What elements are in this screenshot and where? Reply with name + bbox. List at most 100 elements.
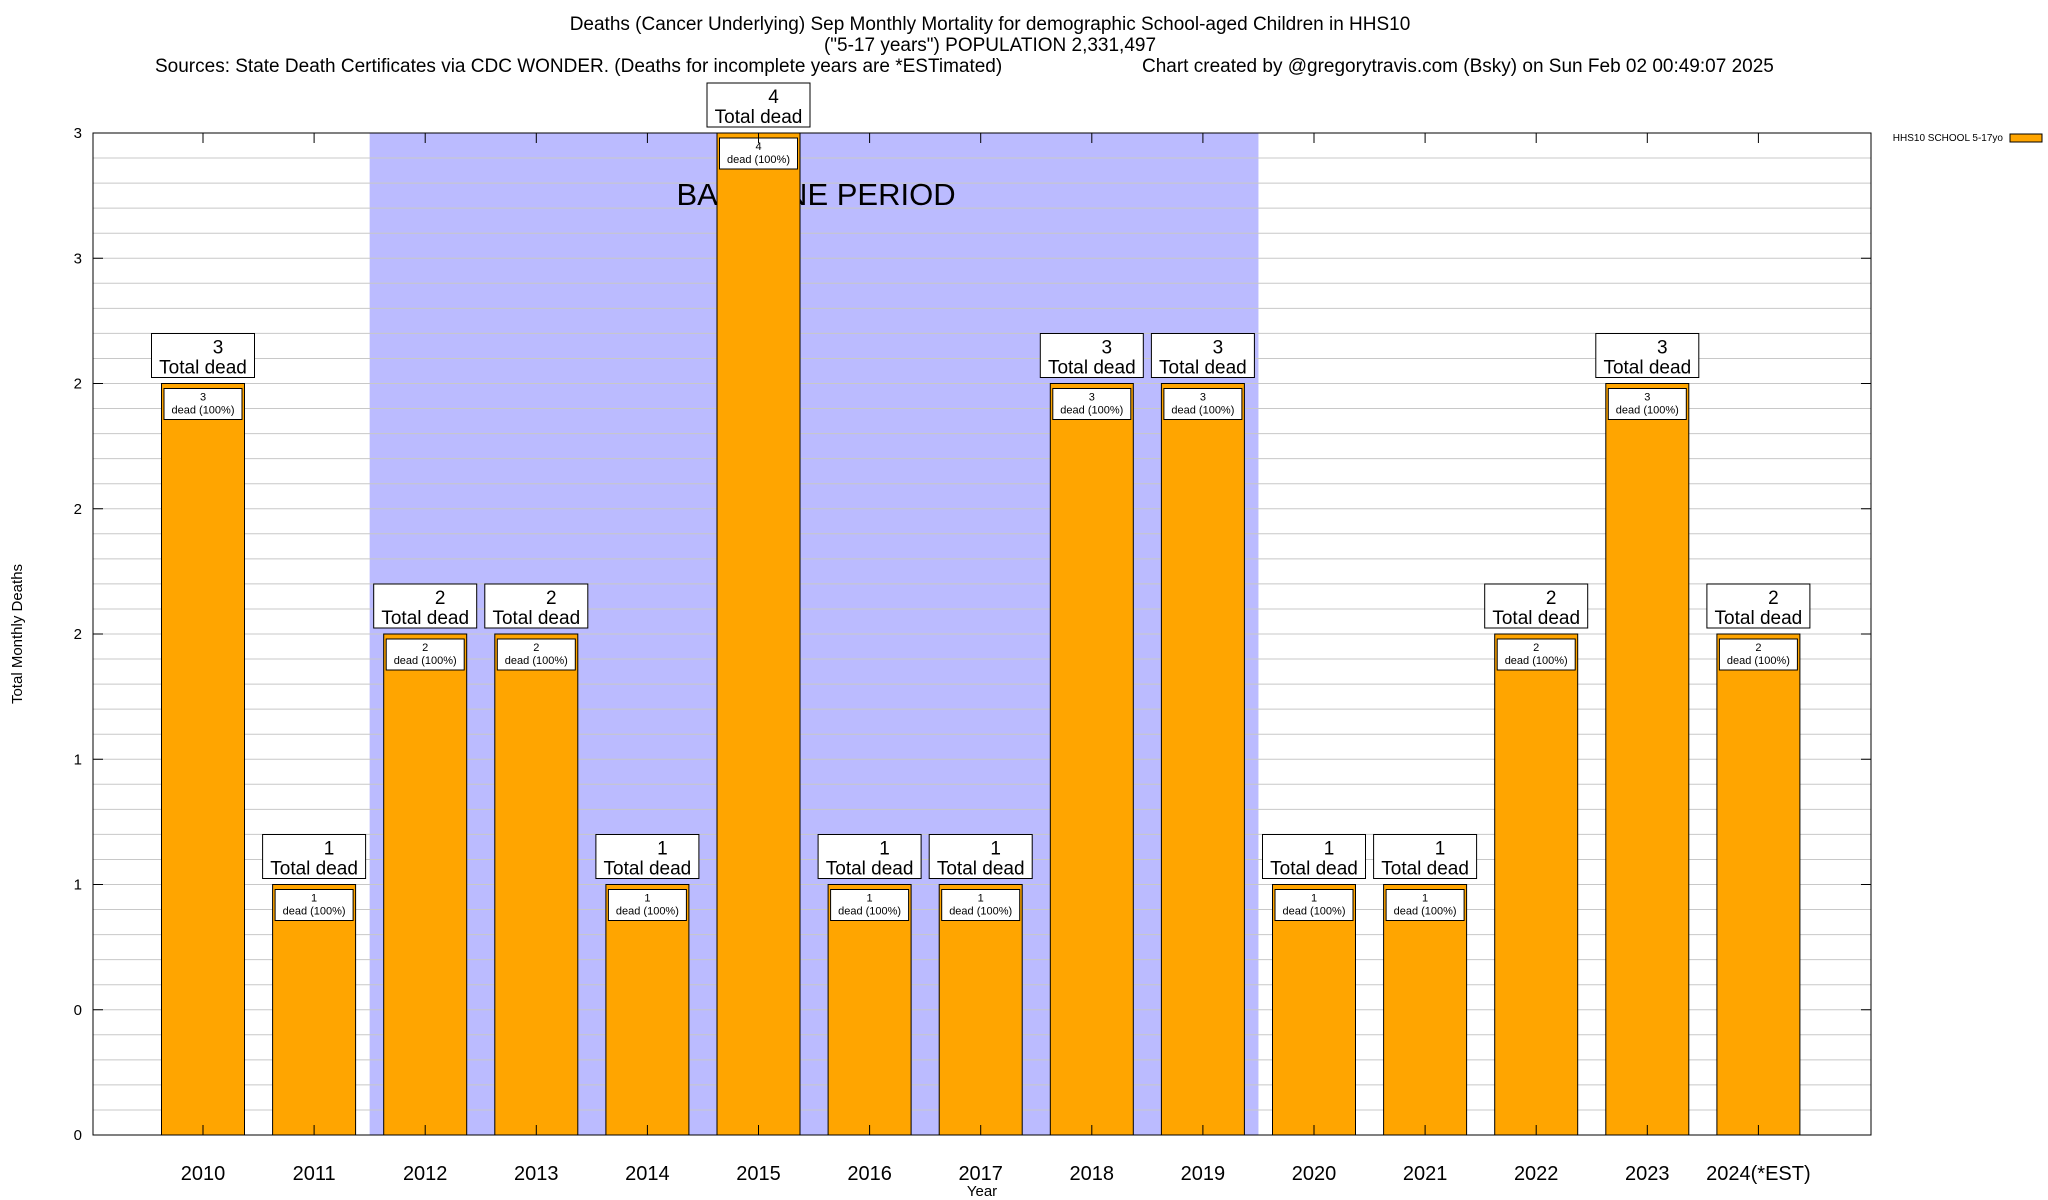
inner-label-count: 1 [1311,893,1317,905]
x-tick-label: 2021 [1403,1163,1448,1185]
inner-label-text: dead (100%) [949,906,1012,918]
total-label-count: 1 [324,839,335,860]
total-label-text: Total dead [1381,859,1469,880]
x-tick-label: 2011 [293,1163,336,1185]
inner-label-box [163,388,243,420]
bar-2013 [494,633,579,1136]
bar-2018 [1049,383,1134,1136]
title-line-4: Chart created by @gregorytravis.com (Bsk… [1142,56,1774,77]
total-label-count: 3 [1102,338,1113,359]
total-label-count: 1 [1324,839,1335,860]
total-label-box [1150,333,1255,378]
bar-2012 [383,633,468,1136]
total-label-box [262,834,367,879]
total-label-box [1262,834,1366,879]
inner-label-box [941,889,1021,921]
y-tick-label: 0 [74,1002,82,1019]
x-tick-label: 2014 [625,1163,670,1185]
inner-label-box [274,889,354,921]
inner-label-box [1718,638,1798,671]
inner-label-text: dead (100%) [616,906,679,918]
y-tick-label: 2 [74,376,82,393]
inner-label-count: 2 [422,642,428,654]
x-tick-label: 2020 [1292,1163,1337,1185]
x-axis-label: Year [967,1183,997,1200]
inner-label-box [1163,388,1243,420]
total-label-count: 1 [879,839,890,860]
inner-label-box [1385,889,1465,921]
bar-2017 [938,884,1023,1136]
title-line-2: ("5-17 years") POPULATION 2,331,497 [824,35,1156,56]
title-line-3: Sources: State Death Certificates via CD… [155,56,1002,77]
inner-label-text: dead (100%) [1283,906,1346,918]
total-label-text: Total dead [492,608,580,629]
total-label-text: Total dead [1048,358,1136,379]
inner-label-box [830,889,910,921]
total-label-text: Total dead [826,859,914,880]
inner-label-box [1607,388,1687,420]
total-label-count: 3 [213,338,224,359]
total-label-box [1484,583,1589,629]
x-tick-label: 2018 [1070,1163,1115,1185]
y-tick-label: 0 [74,1127,82,1144]
total-label-count: 2 [546,588,557,609]
inner-label-count: 2 [1755,642,1761,654]
total-label-box [928,834,1033,879]
inner-label-count: 3 [1644,392,1650,404]
total-label-text: Total dead [1159,358,1247,379]
inner-label-text: dead (100%) [838,906,901,918]
bar-2010 [161,383,245,1136]
inner-label-count: 1 [311,893,317,905]
y-axis-label: Total Monthly Deaths [9,564,26,704]
total-label-count: 1 [990,839,1001,860]
total-label-box [373,583,478,629]
bar-2014 [605,884,690,1136]
x-tick-label: 2015 [736,1163,781,1185]
bar-2024(*EST) [1716,633,1801,1136]
inner-label-count: 1 [644,893,650,905]
x-tick-label: 2023 [1625,1163,1670,1185]
x-tick-label: 2024(*EST) [1706,1163,1811,1185]
total-label-text: Total dead [1492,608,1580,629]
y-tick-label: 3 [74,250,82,267]
y-tick-label: 2 [74,626,82,643]
inner-label-box [385,638,465,671]
x-tick-label: 2016 [847,1163,892,1185]
inner-label-count: 3 [200,392,206,404]
inner-label-box [1052,388,1132,420]
inner-label-text: dead (100%) [283,906,346,918]
total-label-count: 2 [1768,588,1779,609]
inner-label-box [1496,638,1576,671]
inner-label-box [719,137,798,170]
title-line-1: Deaths (Cancer Underlying) Sep Monthly M… [570,14,1411,35]
total-label-count: 1 [1435,839,1446,860]
total-label-box [151,333,255,378]
y-tick-label: 1 [74,877,82,894]
total-label-text: Total dead [715,107,803,128]
x-tick-label: 2012 [403,1163,448,1185]
total-label-text: Total dead [604,859,692,880]
inner-label-count: 1 [1422,893,1428,905]
inner-label-text: dead (100%) [1060,405,1123,417]
total-label-count: 1 [657,839,668,860]
bar-2023 [1605,383,1690,1136]
inner-label-count: 1 [867,893,873,905]
inner-label-text: dead (100%) [1394,906,1457,918]
inner-label-box [496,638,576,671]
inner-label-text: dead (100%) [1727,655,1790,667]
x-tick-label: 2010 [181,1163,226,1185]
plot-frame [92,132,1872,1136]
total-label-box [817,834,922,879]
inner-label-count: 3 [1200,392,1206,404]
bar-2022 [1494,633,1579,1136]
bar-2015 [716,132,801,1136]
total-label-count: 2 [435,588,446,609]
chart-title: Deaths (Cancer Underlying) Sep Monthly M… [155,14,1774,77]
y-tick-label: 3 [74,125,82,142]
legend-swatch [2009,133,2043,143]
total-label-box [1039,333,1144,378]
inner-label-count: 2 [533,642,539,654]
total-label-box [484,583,589,629]
inner-label-box [607,889,687,921]
